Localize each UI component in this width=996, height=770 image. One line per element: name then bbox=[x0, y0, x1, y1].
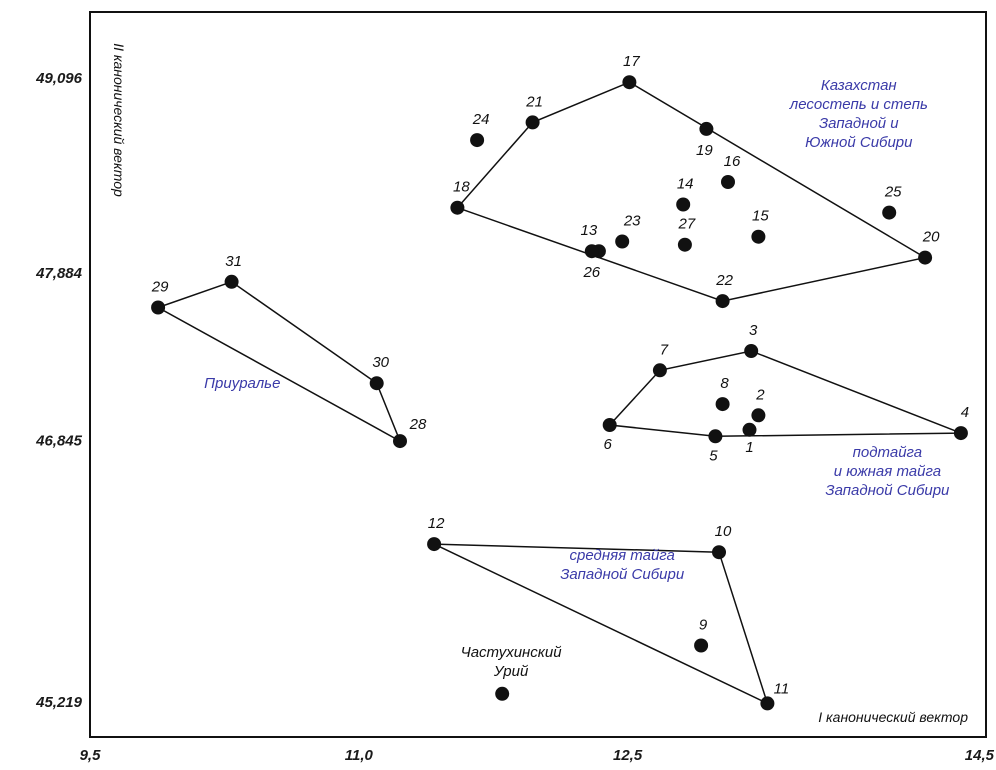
region-polygons bbox=[156, 81, 962, 705]
data-point-26 bbox=[584, 244, 599, 259]
axis-ticks: 9,5 11,0 12,5 14,5 49,096 47,884 46,845 45,219 bbox=[35, 70, 995, 764]
point-label-15: 15 bbox=[752, 208, 769, 225]
point-label-1: 1 bbox=[745, 439, 753, 456]
data-point-25 bbox=[882, 205, 897, 220]
data-point-30 bbox=[369, 376, 384, 391]
y-axis-label: II канонический вектор bbox=[111, 43, 127, 197]
point-label-22: 22 bbox=[715, 272, 733, 289]
x-tick-label: 12,5 bbox=[613, 747, 643, 764]
y-tick-label: 46,845 bbox=[35, 432, 83, 449]
data-point-7 bbox=[652, 363, 667, 378]
data-point-10 bbox=[712, 545, 726, 560]
point-label-10: 10 bbox=[715, 523, 732, 540]
y-tick-label: 47,884 bbox=[35, 265, 83, 282]
region-annotation-1: Казахстан лесостепь и степь Западной и Южно… bbox=[789, 77, 928, 151]
data-point-1 bbox=[742, 422, 757, 437]
data-point-31 bbox=[224, 274, 239, 289]
point-label-23: 23 bbox=[623, 213, 641, 230]
data-point-2 bbox=[751, 408, 766, 423]
point-label-13: 13 bbox=[581, 222, 598, 239]
data-point-4 bbox=[953, 426, 968, 441]
x-tick-label: 9,5 bbox=[80, 747, 102, 764]
point-label-18: 18 bbox=[453, 179, 470, 196]
point-label-21: 21 bbox=[525, 93, 543, 110]
x-tick-label: 11,0 bbox=[345, 747, 374, 764]
region-annotation-2: Приуралье bbox=[204, 375, 280, 392]
region-annotation-3: подтайга и южная тайга Западной Сибири bbox=[825, 444, 950, 499]
region-polygon-2 bbox=[608, 350, 962, 438]
point-label-9: 9 bbox=[699, 617, 708, 634]
region-polygon-4 bbox=[433, 543, 769, 705]
data-point-19 bbox=[699, 121, 714, 136]
point-label-14: 14 bbox=[677, 176, 694, 193]
data-point-18 bbox=[450, 200, 465, 215]
region-polygon-1 bbox=[456, 81, 928, 302]
point-label-31: 31 bbox=[225, 253, 242, 270]
point-label-5: 5 bbox=[709, 447, 718, 464]
point-label-4: 4 bbox=[961, 404, 969, 421]
data-point-11 bbox=[760, 696, 775, 711]
y-tick-label: 45,219 bbox=[35, 694, 83, 711]
point-label-30: 30 bbox=[372, 354, 389, 371]
point-label-16: 16 bbox=[724, 153, 741, 170]
point-label-19: 19 bbox=[696, 142, 713, 159]
data-point-unlabeled bbox=[495, 686, 510, 701]
point-label-24: 24 bbox=[472, 111, 490, 128]
point-label-28: 28 bbox=[409, 416, 427, 433]
data-point-9 bbox=[694, 638, 709, 653]
data-point-15 bbox=[751, 229, 766, 244]
y-tick-label: 49,096 bbox=[35, 70, 83, 87]
x-axis-label: I канонический вектор bbox=[818, 709, 968, 725]
data-point-16 bbox=[721, 175, 735, 189]
point-label-29: 29 bbox=[151, 279, 169, 296]
data-point-24 bbox=[470, 133, 485, 148]
point-label-25: 25 bbox=[884, 184, 902, 201]
data-point-21 bbox=[525, 115, 540, 130]
plot-frame bbox=[89, 11, 987, 738]
point-label-27: 27 bbox=[678, 216, 696, 233]
point-label-8: 8 bbox=[720, 375, 729, 392]
data-point-28 bbox=[393, 434, 407, 449]
region-annotations: Казахстан лесостепь и степь Западной и Южно… bbox=[204, 77, 950, 680]
region-annotation-4: средняя тайга Западной Сибири bbox=[560, 547, 685, 583]
point-label-26: 26 bbox=[582, 264, 600, 281]
data-point-12 bbox=[427, 537, 442, 552]
region-annotation-5: Частухинский Урий bbox=[461, 644, 563, 680]
point-label-20: 20 bbox=[922, 229, 940, 246]
data-points: 1234567891011121314151617181920212223242… bbox=[151, 53, 969, 711]
point-label-12: 12 bbox=[428, 515, 445, 532]
point-label-17: 17 bbox=[623, 53, 640, 70]
data-point-14 bbox=[676, 197, 691, 212]
data-point-5 bbox=[708, 429, 723, 444]
data-point-22 bbox=[715, 294, 730, 309]
point-label-7: 7 bbox=[660, 341, 669, 358]
data-point-23 bbox=[615, 234, 630, 249]
x-tick-label: 14,5 bbox=[965, 747, 995, 764]
data-point-27 bbox=[677, 237, 692, 252]
data-point-17 bbox=[622, 75, 637, 90]
region-polygon-3 bbox=[156, 280, 402, 443]
data-point-20 bbox=[918, 250, 933, 265]
point-label-3: 3 bbox=[749, 322, 758, 339]
data-point-8 bbox=[715, 397, 730, 412]
data-point-3 bbox=[744, 344, 759, 358]
data-point-29 bbox=[151, 300, 166, 315]
point-label-6: 6 bbox=[604, 436, 613, 453]
data-point-6 bbox=[602, 418, 617, 432]
point-label-2: 2 bbox=[755, 386, 765, 403]
point-label-11: 11 bbox=[774, 680, 790, 697]
